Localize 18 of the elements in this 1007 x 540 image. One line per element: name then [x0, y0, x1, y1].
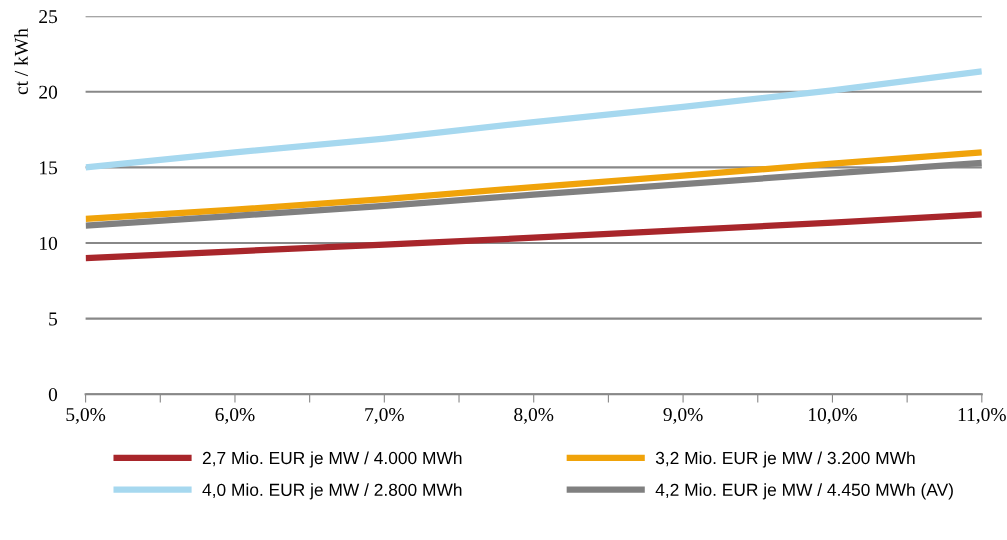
x-tick-label: 9,0% — [663, 407, 703, 424]
x-tick-label: 10,0% — [809, 407, 857, 424]
x-tick-label: 5,0% — [66, 407, 106, 424]
y-tick-label: 20 — [39, 85, 58, 99]
x-tick-label: 8,0% — [514, 407, 554, 424]
legend-label: 3,2 Mio. EUR je MW / 3.200 MWh — [655, 451, 915, 468]
y-tick-label: 5 — [49, 312, 58, 326]
x-tick-label: 11,0% — [958, 407, 1006, 424]
legend-label: 4,2 Mio. EUR je MW / 4.450 MWh (AV) — [655, 483, 953, 500]
x-tick-label: 6,0% — [215, 407, 255, 424]
x-tick-label: 7,0% — [365, 407, 404, 424]
y-tick-label: 25 — [39, 10, 58, 24]
legend-label: 4,0 Mio. EUR je MW / 2.800 MWh — [202, 483, 462, 500]
legend-label: 2,7 Mio. EUR je MW / 4.000 MWh — [202, 451, 462, 468]
y-tick-label: 0 — [48, 388, 58, 402]
y-tick-label: 10 — [40, 236, 58, 250]
y-axis-title: ct / kWh — [14, 28, 28, 95]
y-tick-label: 15 — [40, 161, 58, 175]
